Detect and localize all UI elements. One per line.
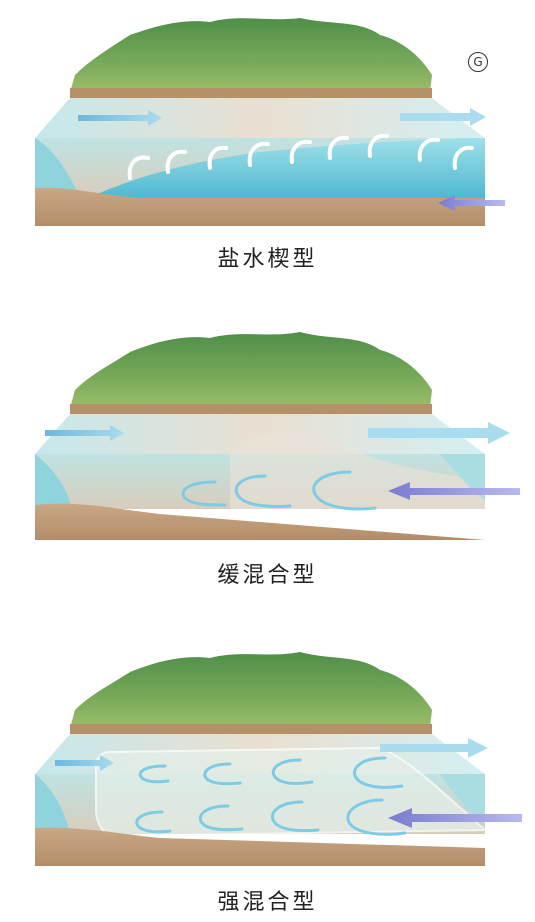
arc-mark bbox=[353, 756, 404, 789]
right-water bbox=[440, 774, 485, 825]
fresh-outflow-arrow bbox=[380, 738, 488, 758]
caption-well-mixed: 强混合型 bbox=[217, 890, 318, 915]
circulation-arcs bbox=[181, 470, 377, 511]
curl-mark bbox=[367, 133, 389, 158]
land-top bbox=[70, 18, 432, 92]
land-top bbox=[70, 652, 432, 728]
riverbed bbox=[35, 187, 485, 226]
water-surface bbox=[35, 98, 485, 138]
mixing-curls bbox=[127, 133, 474, 180]
curl-mark bbox=[127, 155, 150, 180]
left-water bbox=[35, 138, 80, 198]
left-water bbox=[35, 454, 72, 509]
fresh-inflow-arrow bbox=[55, 755, 114, 771]
circulation-arcs bbox=[135, 756, 407, 836]
caption-partially-mixed: 缓混合型 bbox=[217, 563, 318, 588]
water-surface bbox=[35, 414, 485, 454]
diagram-salt-wedge bbox=[35, 18, 505, 226]
riverbed bbox=[35, 827, 485, 866]
arc-mark bbox=[181, 480, 227, 507]
diagram-well-mixed bbox=[35, 652, 522, 866]
salt-wedge bbox=[95, 138, 485, 198]
curl-mark bbox=[247, 141, 270, 167]
salt-inflow-arrow bbox=[388, 482, 520, 500]
riverbed bbox=[35, 503, 485, 540]
arc-mark bbox=[203, 762, 242, 786]
arc-mark bbox=[271, 758, 314, 785]
arc-mark bbox=[346, 798, 407, 836]
curl-mark bbox=[452, 145, 474, 170]
corner-circle-mark: G bbox=[468, 52, 488, 72]
salt-inflow-arrow bbox=[388, 808, 522, 828]
left-water bbox=[35, 774, 70, 834]
caption-salt-wedge: 盐水楔型 bbox=[217, 247, 318, 272]
arc-mark bbox=[135, 810, 172, 834]
arc-mark bbox=[270, 800, 320, 833]
curl-mark bbox=[207, 145, 228, 170]
arc-mark bbox=[198, 804, 244, 832]
diagram-partially-mixed bbox=[35, 332, 520, 540]
fresh-outflow-arrow bbox=[400, 108, 486, 126]
arc-mark bbox=[138, 764, 170, 784]
land-edge bbox=[70, 88, 432, 98]
arc-mark bbox=[312, 470, 377, 511]
curl-mark bbox=[165, 149, 187, 174]
land-edge bbox=[70, 404, 432, 414]
curl-mark bbox=[417, 137, 440, 162]
curl-mark bbox=[327, 135, 349, 160]
fresh-inflow-arrow bbox=[45, 425, 124, 441]
land-edge bbox=[70, 724, 432, 734]
arc-mark bbox=[234, 474, 292, 508]
curl-mark bbox=[289, 139, 312, 164]
land-top bbox=[70, 332, 432, 408]
fresh-outflow-arrow bbox=[368, 422, 510, 444]
fresh-inflow-arrow bbox=[78, 110, 162, 126]
salt-inflow-arrow bbox=[438, 195, 505, 211]
